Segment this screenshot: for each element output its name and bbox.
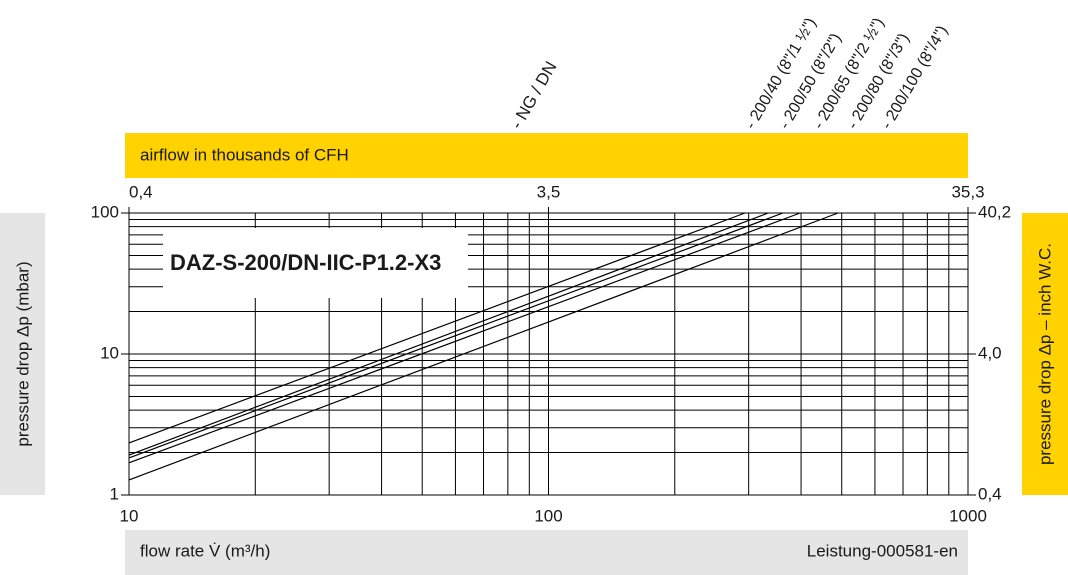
- series-line: [128, 212, 801, 464]
- y-tick-label: 1: [110, 484, 119, 503]
- series-line: [128, 212, 746, 444]
- y2-tick-label: 0,4: [978, 484, 1002, 503]
- y2-tick-label: 40,2: [978, 202, 1011, 221]
- series-line: [128, 212, 839, 481]
- x-axis-label: flow rate V̇ (m³/h): [140, 541, 270, 560]
- chart-title: DAZ-S-200/DN-IIC-P1.2-X3: [170, 250, 441, 275]
- y-axis-label: pressure drop Δp (mbar): [13, 261, 32, 446]
- series-line: [128, 212, 784, 459]
- y2-axis-label: pressure drop Δp – inch W.C.: [1035, 243, 1054, 465]
- y-tick-label: 10: [100, 343, 119, 362]
- title-box: [163, 228, 468, 298]
- x2-tick-label: 35,3: [951, 182, 984, 201]
- bottom-band: [125, 530, 968, 575]
- series-line: [128, 212, 769, 456]
- y2-tick-label: 4,0: [978, 343, 1002, 362]
- x-tick-label: 10: [120, 506, 139, 525]
- x2-tick-label: 0,4: [129, 182, 153, 201]
- footnote: Leistung-000581-en: [807, 541, 958, 560]
- top-band: [125, 133, 968, 178]
- legend-title: - NG / DN: [507, 58, 561, 132]
- x2-axis-label: airflow in thousands of CFH: [140, 145, 349, 164]
- y-tick-label: 100: [91, 202, 119, 221]
- right-band: [1022, 213, 1068, 495]
- x-tick-label: 100: [534, 506, 562, 525]
- x2-tick-label: 3,5: [537, 182, 561, 201]
- x-tick-label: 1000: [949, 506, 987, 525]
- left-band: [0, 213, 45, 495]
